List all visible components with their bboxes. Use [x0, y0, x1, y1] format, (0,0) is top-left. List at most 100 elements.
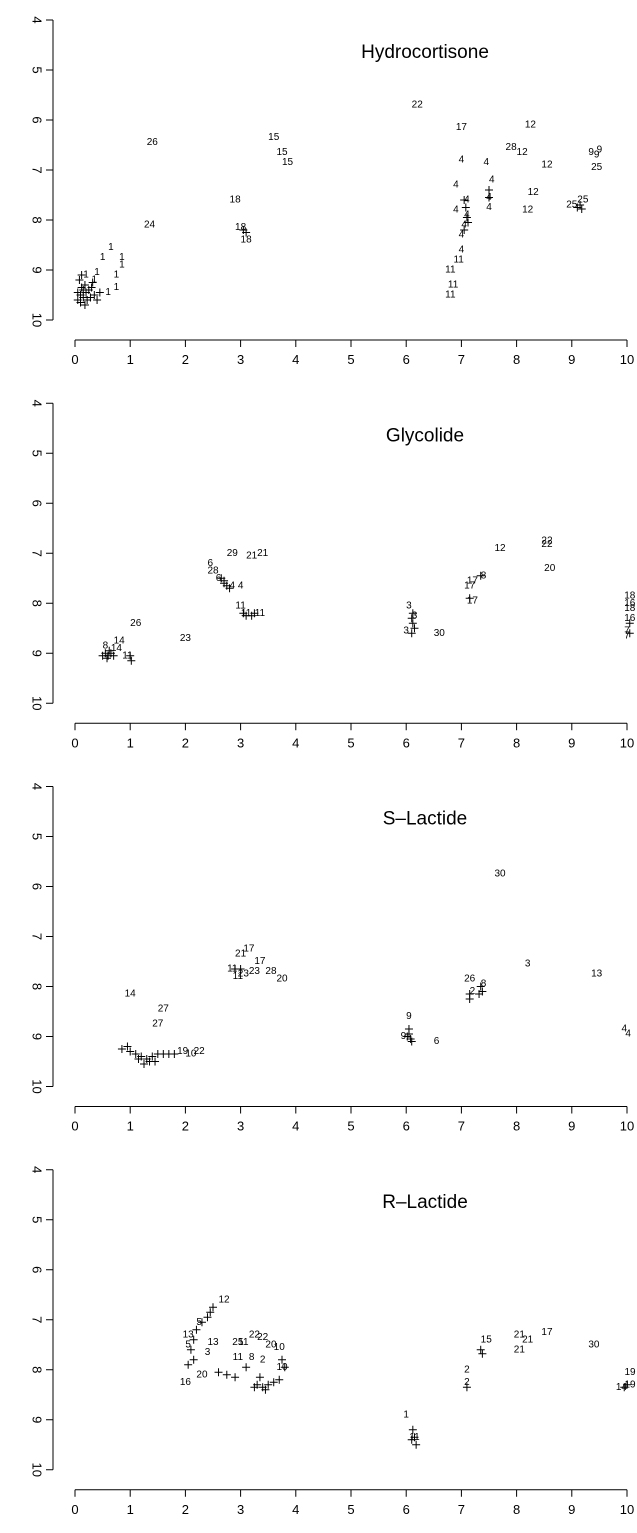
- point-label: 11: [235, 600, 246, 611]
- point-label: 28: [506, 142, 518, 153]
- cross-marker: [577, 205, 586, 213]
- cross-marker: [86, 293, 95, 302]
- y-tick-label: 10: [30, 313, 45, 327]
- point-label: 1: [114, 270, 120, 281]
- cross-marker: [105, 646, 114, 655]
- point-label: 11: [448, 280, 459, 291]
- point-label: 1: [92, 275, 98, 286]
- y-tick-label: 9: [30, 266, 45, 273]
- cross-marker: [573, 203, 582, 212]
- point-label: 12: [218, 1294, 230, 1305]
- point-label: 27: [158, 1004, 170, 1015]
- point-label: 7: [624, 630, 630, 641]
- x-tick-label: 3: [237, 352, 244, 367]
- x-tick-label: 0: [71, 352, 78, 367]
- point-label: 15: [481, 1334, 493, 1345]
- y-tick-label: 9: [30, 1033, 45, 1040]
- point-label: 26: [130, 618, 142, 629]
- cross-marker: [408, 1425, 417, 1434]
- y-tick-label: 6: [30, 1266, 45, 1273]
- point-label: 14: [114, 635, 126, 646]
- point-label: 9: [597, 145, 603, 156]
- y-tick-label: 7: [30, 550, 45, 557]
- point-label: 15: [282, 157, 294, 168]
- cross-marker: [98, 651, 107, 660]
- cross-marker: [476, 1345, 485, 1354]
- cross-marker: [407, 1435, 416, 1444]
- x-tick-label: 10: [620, 352, 634, 367]
- cross-marker: [278, 1355, 286, 1364]
- point-label: 1: [119, 252, 125, 263]
- x-tick-label: 1: [127, 352, 134, 367]
- cross-marker: [475, 990, 484, 998]
- cross-marker: [242, 1363, 251, 1372]
- point-label: 3: [412, 610, 418, 621]
- x-tick-label: 6: [403, 1502, 410, 1517]
- panel-title: S–Lactide: [383, 809, 468, 830]
- point-label: 4: [486, 192, 492, 203]
- x-tick-label: 4: [292, 735, 299, 750]
- point-label: 11: [445, 265, 456, 276]
- x-tick-label: 8: [513, 735, 520, 750]
- cross-marker: [73, 296, 82, 304]
- point-label: 12: [541, 160, 553, 171]
- cross-marker: [87, 283, 96, 292]
- point-label: 17: [254, 956, 266, 967]
- point-label: 4: [238, 580, 244, 591]
- point-label: 9: [594, 150, 600, 161]
- cross-marker: [134, 1055, 143, 1063]
- x-tick-label: 10: [620, 1119, 634, 1134]
- point-label: 2: [260, 1354, 266, 1365]
- x-tick-label: 5: [347, 1502, 354, 1517]
- x-tick-label: 2: [182, 352, 189, 367]
- y-tick-label: 5: [30, 450, 45, 457]
- cross-marker: [407, 1037, 416, 1046]
- point-label: 6: [216, 573, 222, 584]
- point-label: 4: [459, 230, 465, 241]
- point-label: 20: [265, 1339, 277, 1350]
- x-tick-label: 5: [347, 1119, 354, 1134]
- point-label: 16: [624, 598, 636, 609]
- cross-marker: [280, 1363, 289, 1372]
- cross-marker: [231, 965, 240, 973]
- point-label: 11: [409, 1432, 420, 1443]
- cross-marker: [222, 1370, 231, 1379]
- y-tick-label: 6: [30, 116, 45, 123]
- cross-marker: [77, 271, 86, 279]
- point-label: 30: [434, 628, 446, 639]
- point-label: 3: [403, 625, 409, 636]
- cross-marker: [250, 609, 259, 618]
- point-label: 18: [624, 590, 636, 601]
- point-label: 15: [268, 132, 280, 143]
- x-tick-label: 10: [620, 735, 634, 750]
- x-tick-label: 6: [403, 352, 410, 367]
- point-label: 11: [233, 971, 244, 982]
- cross-marker: [461, 203, 470, 212]
- point-label: 2: [464, 1377, 470, 1388]
- point-label: 16: [180, 1377, 192, 1388]
- point-label: 4: [464, 195, 470, 206]
- y-tick-label: 4: [30, 1166, 45, 1173]
- point-label: 17: [456, 122, 468, 133]
- cross-marker: [80, 281, 89, 289]
- cross-marker: [75, 276, 84, 284]
- point-label: 9: [401, 1031, 407, 1042]
- point-label: 4: [453, 205, 459, 216]
- point-label: 12: [528, 187, 540, 198]
- cross-marker: [88, 278, 97, 287]
- point-label: 8: [249, 1352, 255, 1363]
- cross-marker: [95, 288, 104, 297]
- y-tick-label: 5: [30, 833, 45, 840]
- cross-marker: [478, 1349, 487, 1358]
- cross-marker: [151, 1057, 160, 1066]
- point-label: 17: [541, 1327, 553, 1338]
- point-label: 4: [464, 210, 470, 221]
- cross-marker: [410, 624, 419, 633]
- point-label: 11: [241, 608, 252, 619]
- y-tick-label: 5: [30, 66, 45, 73]
- cross-marker: [93, 296, 102, 304]
- x-tick-label: 1: [127, 1502, 134, 1517]
- point-label: 11: [227, 964, 238, 975]
- cross-marker: [460, 196, 469, 204]
- point-label: 23: [238, 969, 250, 980]
